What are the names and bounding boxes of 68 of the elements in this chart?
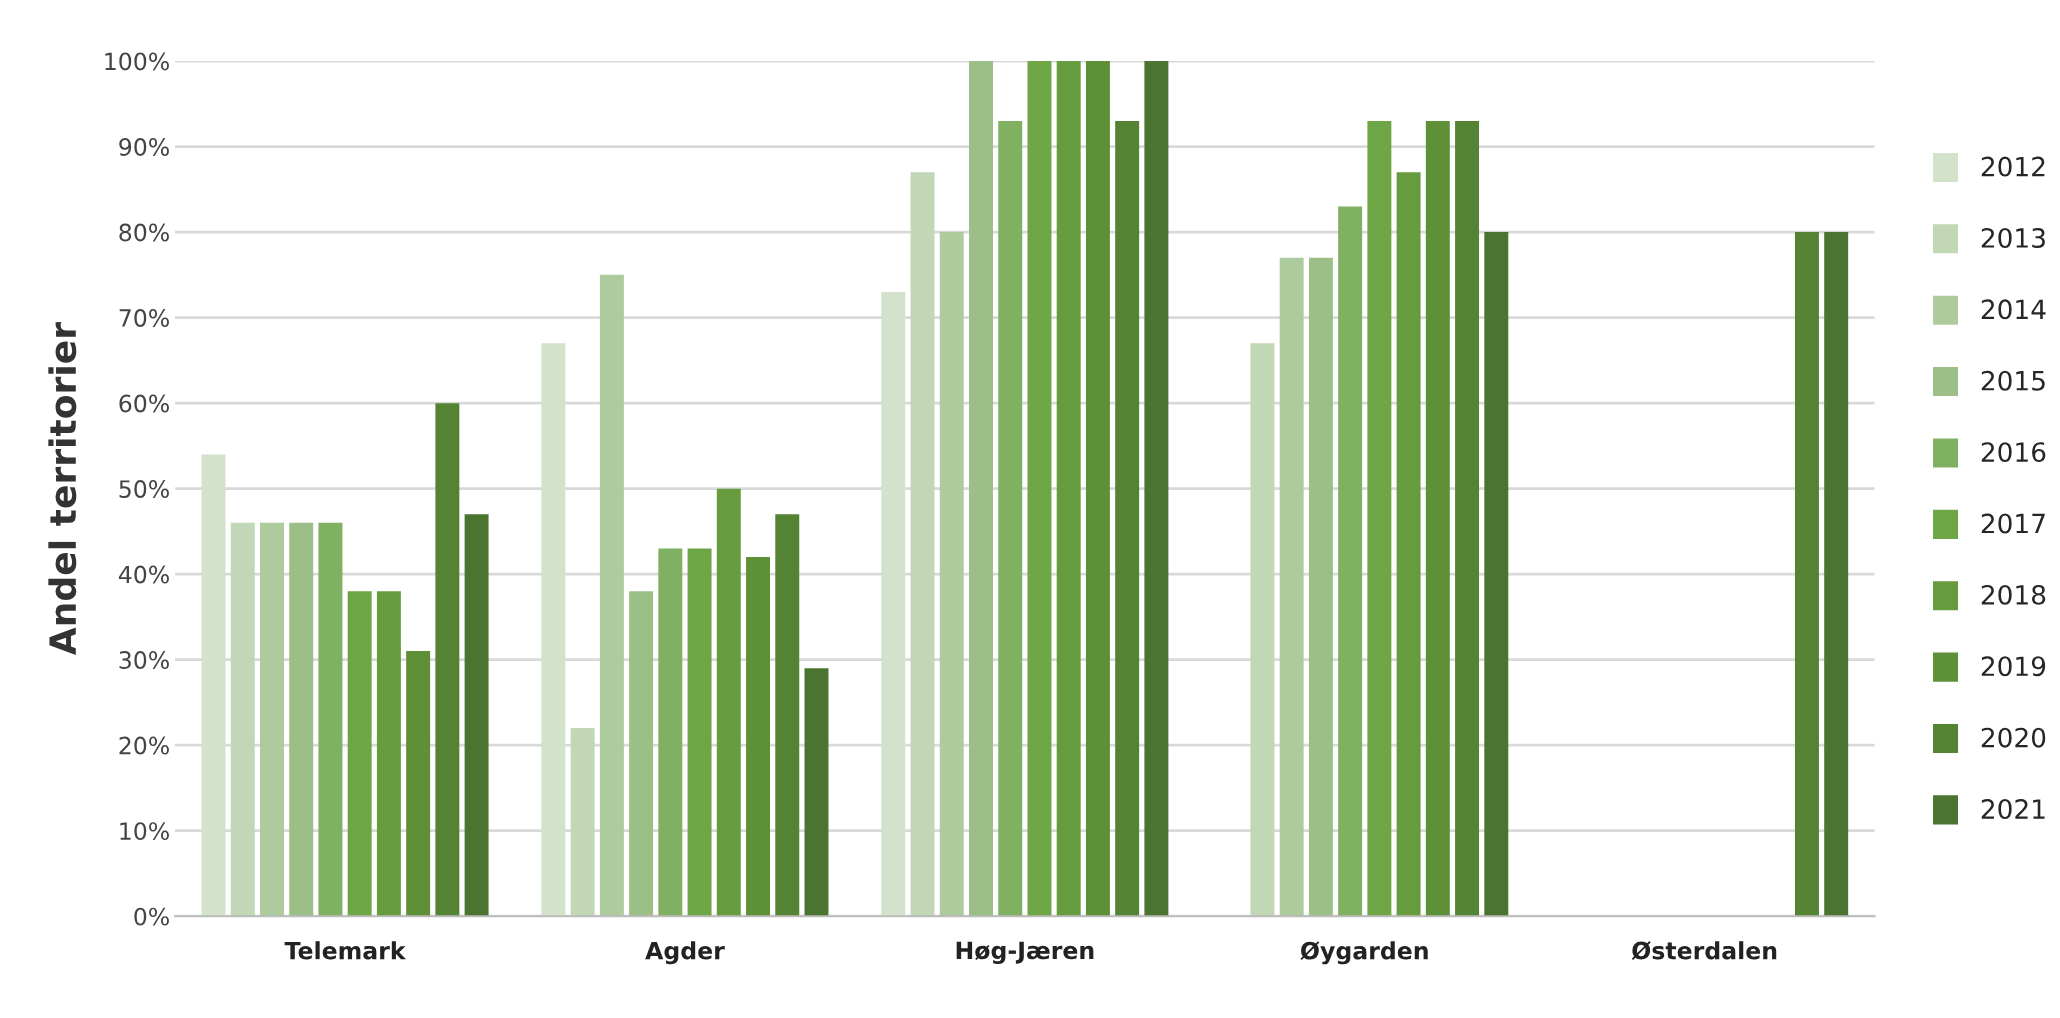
bar xyxy=(1056,61,1081,917)
bar xyxy=(716,488,741,917)
bar xyxy=(464,514,489,917)
bar xyxy=(629,591,654,917)
bar xyxy=(1396,172,1421,917)
bar xyxy=(1027,61,1052,917)
bar xyxy=(318,522,343,917)
legend-label: 2021 xyxy=(1981,799,2045,820)
x-tick-label: Agder xyxy=(645,941,725,965)
bar xyxy=(1250,343,1275,917)
legend-label: 2015 xyxy=(1981,370,2045,391)
bar xyxy=(1279,257,1304,917)
bar xyxy=(910,172,935,917)
bar xyxy=(376,591,401,917)
bar xyxy=(1115,120,1140,917)
bar xyxy=(435,403,460,917)
bar xyxy=(687,548,712,917)
bar xyxy=(1455,120,1480,917)
legend-label: 2019 xyxy=(1981,656,2046,677)
bar xyxy=(1308,257,1333,917)
y-tick-label: 80% xyxy=(119,223,169,242)
bar xyxy=(406,651,431,917)
bar xyxy=(347,591,372,917)
y-tick-label: 20% xyxy=(119,736,169,755)
bar xyxy=(775,514,800,917)
legend-label: 2013 xyxy=(1981,227,2045,248)
y-tick-label: 30% xyxy=(119,651,169,669)
x-tick-label: Øygarden xyxy=(1300,941,1428,965)
y-tick-label: 60% xyxy=(119,394,169,413)
y-tick-label: 10% xyxy=(120,822,169,840)
bar xyxy=(1085,61,1110,917)
bar xyxy=(541,343,566,917)
y-axis-title: Andel territorier xyxy=(48,322,77,656)
bar xyxy=(1144,61,1169,917)
y-tick-label: 50% xyxy=(119,480,169,498)
legend-label: 2014 xyxy=(1981,299,2046,320)
x-tick-label: Høg-Jæren xyxy=(956,941,1094,965)
x-tick-label: Telemark xyxy=(284,941,406,960)
x-tick-label: Østerdalen xyxy=(1631,941,1777,960)
y-tick-label: 70% xyxy=(119,309,169,327)
bar xyxy=(804,668,829,917)
bar xyxy=(201,454,226,917)
bar xyxy=(259,522,284,917)
bar xyxy=(1338,206,1363,917)
bar xyxy=(1367,120,1392,917)
bar xyxy=(1794,232,1819,917)
bar xyxy=(570,728,595,917)
legend-label: 2020 xyxy=(1981,727,2046,748)
bar xyxy=(998,120,1023,917)
bar xyxy=(969,61,993,917)
bar xyxy=(230,522,255,917)
y-tick-label: 40% xyxy=(118,565,169,584)
y-tick-label: 100% xyxy=(105,52,169,71)
legend-label: 2017 xyxy=(1981,513,2045,534)
legend-label: 2012 xyxy=(1981,156,2045,177)
bar xyxy=(1484,232,1509,917)
bar xyxy=(289,522,314,917)
y-tick-label: 0% xyxy=(134,907,169,926)
bar xyxy=(881,291,906,917)
legend-label: 2018 xyxy=(1981,584,2046,605)
legend-label: 2016 xyxy=(1981,442,2046,463)
bar xyxy=(658,548,683,917)
bar xyxy=(939,232,964,917)
bar xyxy=(1425,120,1450,917)
y-tick-label: 90% xyxy=(119,138,169,156)
bar xyxy=(746,557,771,917)
bar xyxy=(1824,232,1849,917)
bar xyxy=(599,274,624,917)
